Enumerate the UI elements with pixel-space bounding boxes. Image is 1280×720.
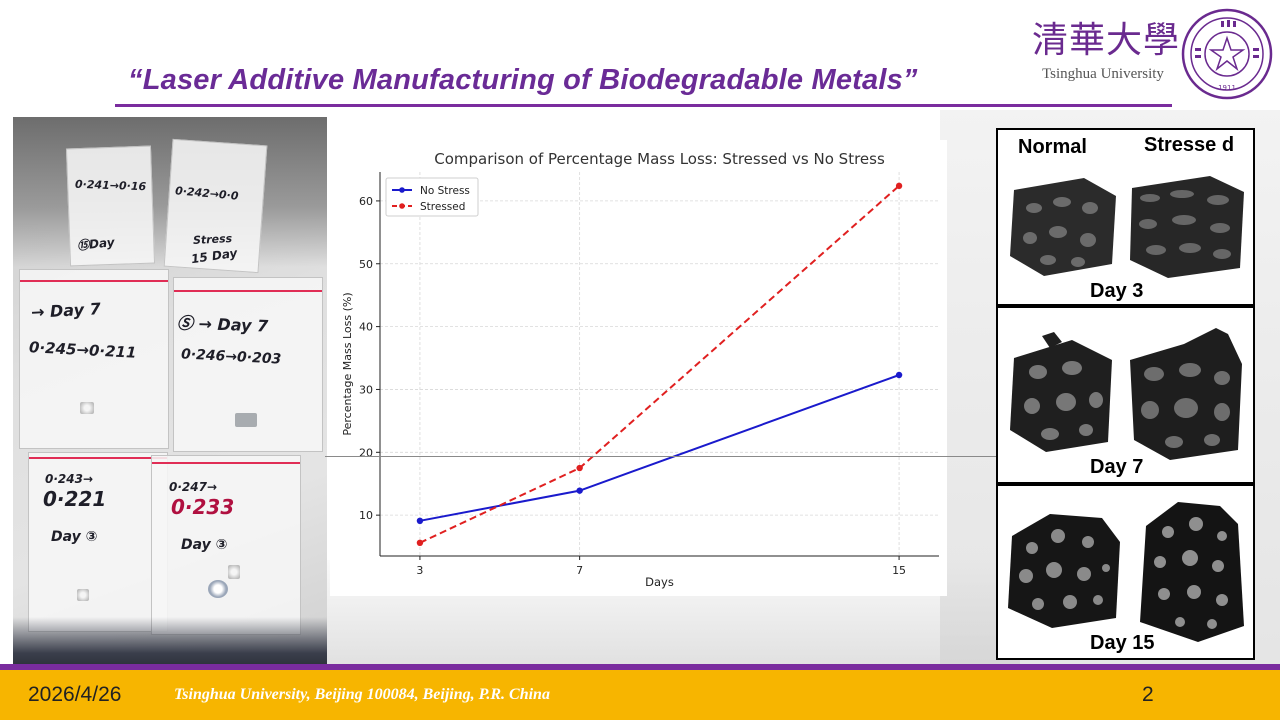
footer-address: Tsinghua University, Beijing 100084, Bei… [174,686,550,703]
y-tick-label: 50 [359,258,373,271]
legend-label: No Stress [420,185,470,197]
sample-bag [28,452,168,632]
series-line-no-stress [419,374,900,522]
y-tick-label: 30 [359,383,373,396]
handwritten-label: 0·233 [171,495,235,519]
handwritten-label: 0·243→ [45,472,94,486]
sample-bags-photo: 0·241→0·16 ⑮Day 0·242→0·0 Stress 15 Day … [13,117,327,670]
sample-bag [19,269,169,449]
data-point [895,182,903,190]
y-axis-label: Percentage Mass Loss (%) [341,292,354,435]
panel-day-label: Day 15 [1090,632,1155,654]
legend-marker [399,203,405,209]
column-header-stressed: Stresse d [1144,134,1235,156]
panel-day-label: Day 3 [1090,280,1144,302]
panel-day-3: Normal Stresse d Day 3 [996,128,1255,306]
y-tick-label: 20 [359,446,373,459]
page-number: 2 [1142,683,1154,706]
data-point [576,464,583,472]
slide-title: “Laser Additive Manufacturing of Biodegr… [128,64,918,96]
metal-sample [77,589,89,601]
divider-line [325,456,997,457]
sample-bag [151,455,301,635]
scaffold-normal-image [1010,332,1112,452]
scaffold-stressed-image [1140,502,1244,642]
legend-marker [399,187,405,193]
handwritten-label: Day ③ [181,537,228,553]
legend-label: Stressed [420,201,465,213]
logo-english-text: Tsinghua University [1042,66,1164,82]
x-tick-label: 7 [576,564,583,577]
data-point [576,487,583,494]
column-header-normal: Normal [1018,136,1087,158]
x-tick-label: 15 [892,564,906,577]
series-line-stressed [419,185,900,544]
logo-chinese-text: 清華大學 [1032,20,1181,61]
y-tick-label: 10 [359,509,373,522]
panel-day-7: Day 7 [996,306,1255,484]
panel-day-label: Day 7 [1090,456,1144,478]
seal-year: 1911 [1218,84,1236,92]
scaffold-stressed-image [1130,176,1244,278]
data-point [895,371,903,379]
handwritten-label: Stress [192,231,233,248]
chart-title: Comparison of Percentage Mass Loss: Stre… [434,150,885,168]
panel-day-15: Day 15 [996,484,1255,660]
footer-date: 2026/4/26 [28,683,122,706]
handwritten-label: 0·247→ [169,480,218,494]
metal-sample [208,580,228,598]
handwritten-label: Day ③ [51,529,98,545]
handwritten-label: → Day 7 [30,299,102,322]
metal-sample [80,402,94,414]
x-axis-label: Days [645,575,674,589]
y-tick-label: 60 [359,195,373,208]
handwritten-label: 0·221 [43,487,107,511]
university-seal-icon: 1911 [1181,8,1273,100]
footer-bar: 2026/4/26 Tsinghua University, Beijing 1… [0,670,1280,720]
photo-table-edge [13,617,327,670]
university-logo: 清華大學 Tsinghua University [1032,18,1182,90]
metal-sample [228,565,240,579]
handwritten-label: Ⓢ → Day 7 [176,313,269,336]
handwritten-label: 0·241→0·16 [74,177,147,194]
metal-sample [235,413,257,427]
scaffold-stressed-image [1130,328,1242,460]
mass-loss-chart: 10 20 30 40 50 60 3 7 15 Comparison of Percentage… [330,140,947,596]
data-point [416,517,424,525]
footer-divider [0,664,1280,670]
title-divider [115,104,1172,107]
data-point [416,539,424,547]
y-tick-label: 40 [359,321,373,334]
x-tick-label: 3 [416,564,423,577]
line-chart: 10 20 30 40 50 60 3 7 15 Comparison of Percentage… [341,150,939,589]
scaffold-normal-image [1008,514,1120,628]
scaffold-normal-image [1010,178,1116,276]
